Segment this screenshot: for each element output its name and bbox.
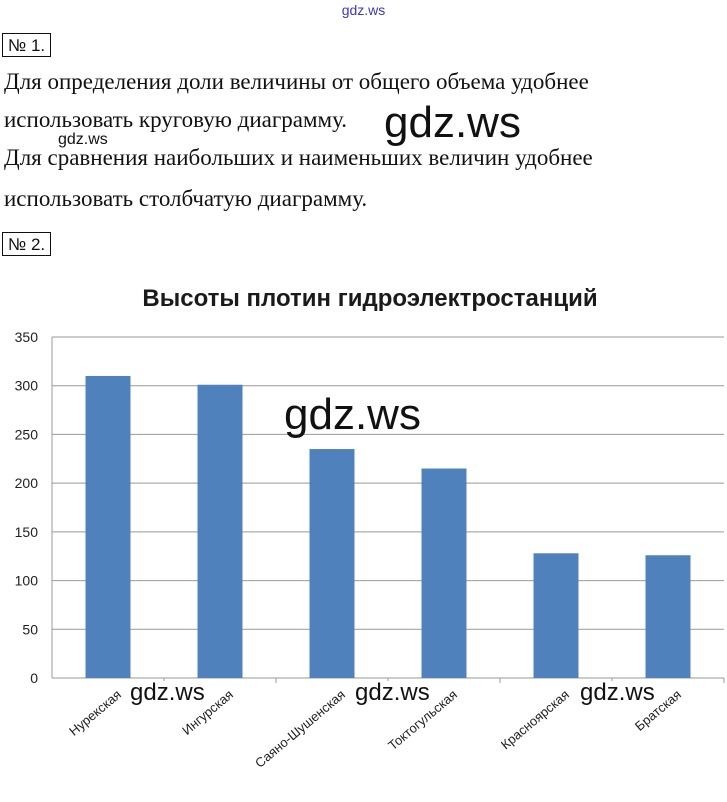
bar	[645, 555, 691, 678]
watermark-small-1: gdz.ws	[58, 131, 108, 148]
y-tick-label: 100	[15, 573, 39, 589]
task1-line-3: Для сравнения наибольших и наименьших ве…	[4, 145, 593, 170]
bar	[421, 468, 467, 678]
y-tick-label: 150	[15, 524, 39, 540]
x-tick-label: Саяно-Шушенская	[252, 687, 348, 771]
bar	[309, 449, 355, 678]
x-tick-label: Нурекская	[66, 687, 124, 739]
y-tick-label: 50	[22, 621, 38, 637]
task1-line-2: использовать круговую диаграмму.	[4, 107, 348, 132]
task1-number: № 1.	[2, 33, 52, 57]
y-tick-label: 300	[15, 378, 39, 394]
x-tick-label: Красноярская	[498, 687, 572, 752]
watermark-big-1: gdz.ws	[384, 98, 521, 147]
chart-title: Высоты плотин гидроэлектростанций	[142, 285, 597, 312]
task1-line-4: использовать столбчатую диаграмму.	[4, 186, 368, 211]
task1-line-1: Для определения доли величины от общего …	[4, 69, 589, 94]
bar	[533, 553, 579, 678]
bar	[85, 375, 131, 678]
watermark-mid-1: gdz.ws	[128, 679, 207, 706]
y-tick-label: 0	[30, 670, 38, 686]
watermark-mid-3: gdz.ws	[578, 679, 657, 706]
y-tick-label: 200	[15, 475, 39, 491]
task2-number: № 2.	[2, 232, 52, 256]
watermark-mid-2: gdz.ws	[353, 679, 432, 706]
watermark-big-2: gdz.ws	[284, 390, 421, 439]
chart-gridlines	[51, 336, 724, 679]
y-tick-label: 250	[15, 426, 39, 442]
bar	[197, 384, 243, 678]
chart-bars	[85, 375, 691, 678]
y-tick-label: 350	[15, 329, 39, 345]
bar-chart: Высоты плотин гидроэлектростанций 0 50 100…	[15, 285, 725, 771]
watermark-top: gdz.ws	[341, 2, 386, 18]
chart-y-axis: 0 50 100 150 200 250 300 350	[15, 329, 39, 686]
